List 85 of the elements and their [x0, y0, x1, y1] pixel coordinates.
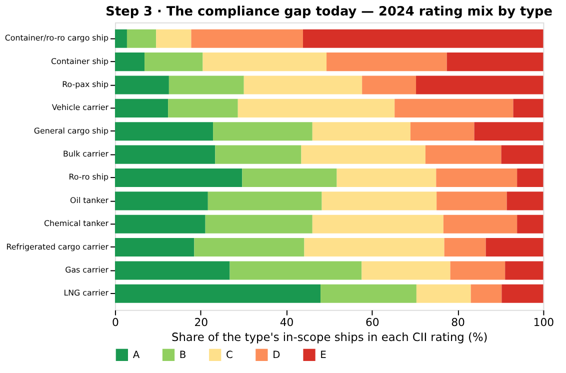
bar — [156, 29, 192, 48]
y-tick-label: Gas carrier — [65, 265, 110, 274]
bar — [114, 261, 230, 280]
bar — [302, 29, 544, 48]
bar — [114, 238, 194, 257]
bar — [191, 29, 303, 48]
bar — [168, 76, 244, 94]
y-tick-label: Container ship — [51, 56, 109, 66]
bar — [114, 98, 168, 118]
bar — [486, 238, 544, 257]
bar — [238, 98, 395, 118]
bar — [436, 192, 507, 210]
bar — [425, 145, 502, 164]
y-tick-label: Ro-ro ship — [68, 172, 109, 182]
bar — [205, 214, 312, 234]
bar — [244, 76, 362, 94]
bar — [362, 76, 416, 94]
bar — [394, 98, 514, 118]
chart-title: Step 3 · The compliance gap today — 2024 rating mix by type — [106, 4, 553, 20]
bar — [301, 145, 426, 164]
bar — [450, 261, 506, 280]
bar — [213, 122, 312, 141]
bar — [304, 238, 444, 257]
x-tick-label: 80 — [451, 316, 466, 330]
bar — [114, 76, 169, 94]
bar — [517, 214, 544, 234]
bar — [114, 168, 242, 188]
bar — [416, 284, 471, 303]
bar — [410, 122, 474, 141]
bar — [322, 192, 437, 210]
bar — [506, 192, 544, 210]
y-tick-label: Chemical tanker — [44, 219, 110, 228]
bar — [202, 52, 327, 72]
bar — [416, 76, 544, 94]
bar — [114, 214, 206, 234]
y-tick-label: LNG carrier — [64, 288, 110, 298]
bar — [126, 29, 156, 48]
bar — [320, 284, 416, 303]
x-tick-label: 60 — [365, 316, 380, 330]
legend-label: E — [320, 350, 326, 361]
y-tick-label: Oil tanker — [70, 196, 110, 205]
bar — [208, 192, 322, 210]
bar — [114, 52, 145, 72]
x-tick-label: 40 — [280, 316, 294, 330]
bar — [114, 192, 208, 210]
bar — [114, 145, 216, 164]
x-tick-label: 100 — [533, 316, 554, 330]
y-tick-label: Container/ro-ro cargo ship — [4, 34, 109, 43]
bar — [336, 168, 436, 188]
bar — [446, 52, 544, 72]
y-tick-label: General cargo ship — [34, 126, 109, 136]
bar — [194, 238, 304, 257]
bar — [144, 52, 203, 72]
bar — [513, 98, 544, 118]
bar — [436, 168, 518, 188]
bar — [474, 122, 544, 141]
bar — [114, 29, 127, 48]
x-axis-title: Share of the type's in-scope ships in each CII rating (%) — [171, 330, 488, 344]
x-tick-label: 20 — [194, 316, 208, 330]
bar — [168, 98, 238, 118]
legend-label: A — [132, 350, 140, 361]
legend-label: B — [179, 350, 186, 361]
bar — [114, 284, 321, 303]
y-tick-label: Vehicle carrier — [52, 103, 110, 112]
bar — [505, 261, 544, 280]
bar — [312, 122, 410, 141]
bar — [362, 261, 450, 280]
bar — [230, 261, 362, 280]
y-tick-label: Refrigerated cargo carrier — [6, 242, 110, 252]
bar — [242, 168, 337, 188]
bar — [470, 284, 502, 303]
bar — [517, 168, 544, 188]
bar — [443, 214, 518, 234]
legend-label: C — [226, 350, 234, 361]
x-tick-label: 0 — [112, 316, 120, 330]
bar — [444, 238, 486, 257]
bar — [326, 52, 447, 72]
bar — [501, 145, 544, 164]
bar — [312, 214, 444, 234]
bar — [502, 284, 544, 303]
y-tick-label: Bulk carrier — [62, 150, 110, 159]
legend-label: D — [272, 350, 281, 361]
y-tick-label: Ro-pax ship — [62, 80, 109, 89]
bar — [215, 145, 302, 164]
bar — [114, 122, 214, 141]
